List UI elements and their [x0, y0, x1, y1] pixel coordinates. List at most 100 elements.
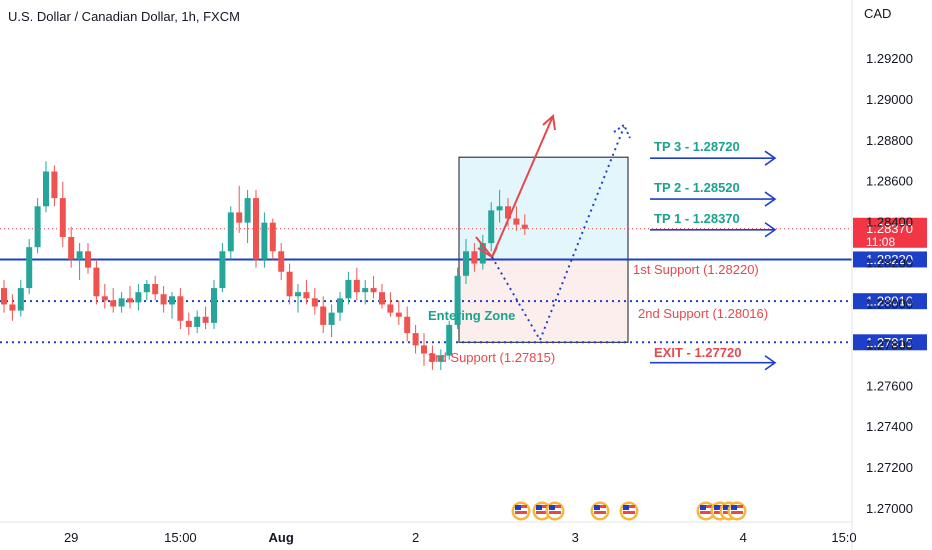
chart-title: U.S. Dollar / Canadian Dollar, 1h, FXCM	[8, 9, 240, 24]
candle-down	[311, 298, 318, 307]
y-tick-label: 1.27200	[866, 460, 913, 475]
candle-up	[328, 312, 335, 325]
flag-canton	[594, 505, 600, 510]
x-tick-label: 15:0	[831, 530, 856, 545]
candle-down	[412, 333, 419, 346]
entering-zone-label: Entering Zone	[428, 308, 516, 323]
candle-up	[17, 288, 24, 311]
candle-down	[85, 251, 91, 268]
candle-up	[135, 292, 142, 303]
candle-down	[286, 271, 293, 297]
tp3-label: TP 3 - 1.28720	[654, 139, 740, 154]
candle-down	[505, 206, 511, 219]
candle-down	[68, 236, 75, 260]
candle-up	[43, 171, 49, 207]
x-tick-label: 15:00	[164, 530, 197, 545]
y-tick-label: 1.28000	[866, 296, 913, 311]
candle-down	[1, 288, 7, 305]
arrow-head	[764, 191, 777, 207]
candle-down	[185, 320, 192, 327]
level-price-tag	[853, 293, 927, 310]
y-tick-label: 1.29200	[866, 51, 913, 66]
candle-up	[219, 251, 226, 289]
candle-up	[34, 206, 41, 248]
x-tick-label: 2	[412, 530, 419, 545]
candle-up	[362, 288, 369, 293]
y-tick-label: 1.29000	[866, 92, 913, 107]
flag-stripe	[515, 511, 527, 514]
candle-up	[244, 198, 251, 223]
us-flag-icon	[696, 501, 716, 521]
exit-label: EXIT - 1.27720	[654, 345, 742, 360]
x-tick-label: 3	[572, 530, 579, 545]
candle-down	[404, 316, 411, 334]
candle-up	[26, 247, 33, 289]
us-flag-icon	[727, 501, 747, 521]
candle-down	[177, 296, 184, 321]
candle-up	[118, 298, 125, 307]
x-tick-label: 29	[64, 530, 78, 545]
y-tick-label: 1.28400	[866, 215, 913, 230]
exit-arrow	[650, 355, 777, 371]
candle-up	[446, 324, 453, 356]
y-tick-label: 1.27400	[866, 419, 913, 434]
candle-up	[76, 251, 83, 260]
candle-down	[59, 198, 66, 237]
candle-up	[211, 288, 217, 323]
candle-down	[278, 251, 285, 272]
candle-down	[353, 279, 360, 293]
us-flag-icon	[590, 501, 610, 521]
candle-up	[345, 279, 352, 299]
tp1-arrow	[650, 222, 777, 238]
arrow-head	[764, 150, 777, 166]
us-flag-icon	[545, 501, 565, 521]
candle-down	[387, 304, 394, 313]
tp2-label: TP 2 - 1.28520	[654, 180, 740, 195]
x-tick-label: Aug	[269, 530, 294, 545]
second-support-label: 2nd Support (1.28016)	[638, 306, 769, 321]
flag-stripe	[594, 511, 606, 514]
projected-dotted-path	[491, 123, 631, 343]
candle-up	[295, 292, 301, 297]
us-flag-icon	[619, 501, 639, 521]
candle-up	[437, 355, 444, 362]
rally-arrow-head	[542, 114, 556, 131]
first-support-label: 1st Support (1.28220)	[633, 262, 759, 277]
flag-stripe	[549, 511, 561, 514]
candle-up	[261, 222, 268, 260]
candle-down	[395, 312, 402, 317]
flag-canton	[536, 505, 542, 510]
candle-up	[496, 206, 503, 211]
entering-zone-box	[458, 258, 629, 343]
flag-canton	[515, 505, 521, 510]
candle-up	[454, 275, 461, 325]
flag-stripe	[623, 511, 635, 514]
flag-canton	[700, 505, 706, 510]
flag-stripe	[700, 511, 712, 514]
current-price-label: 1.28370	[866, 221, 913, 236]
candle-up	[488, 210, 495, 244]
y-tick-label: 1.28800	[866, 133, 913, 148]
flag-stripe	[536, 511, 548, 514]
arrow-head	[764, 355, 777, 371]
y-tick-label: 1.28600	[866, 174, 913, 189]
candle-up	[227, 212, 234, 252]
candle-down	[160, 294, 167, 305]
level-price-label: 1.28220	[866, 252, 913, 267]
candle-up	[169, 296, 175, 305]
candle-down	[513, 218, 520, 225]
candle-down	[429, 353, 436, 362]
level-price-label: 1.28016	[866, 294, 913, 309]
candle-down	[253, 198, 259, 260]
candle-down	[379, 292, 385, 305]
tp1-label: TP 1 - 1.28370	[654, 211, 740, 226]
candle-down	[110, 300, 117, 307]
candle-down	[236, 212, 243, 223]
candle-down	[421, 345, 427, 354]
y-tick-label: 1.27000	[866, 501, 913, 516]
flag-canton	[549, 505, 555, 510]
x-tick-label: 4	[740, 530, 747, 545]
candle-down	[303, 292, 310, 299]
